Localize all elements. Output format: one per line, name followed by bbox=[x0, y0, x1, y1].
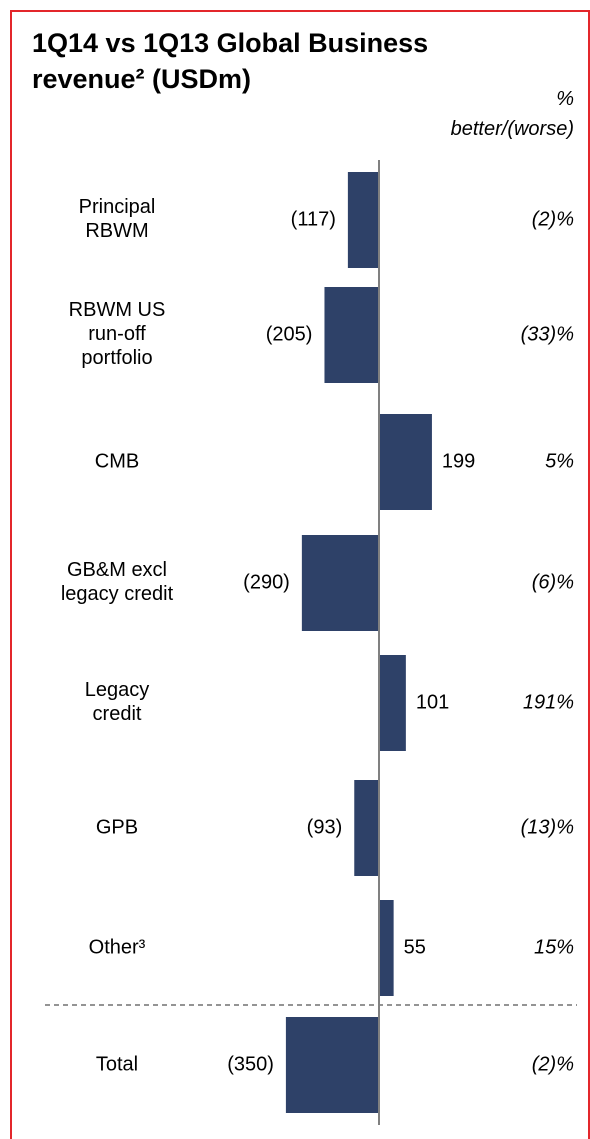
value-label: (205) bbox=[266, 323, 313, 345]
change-label: (13)% bbox=[521, 816, 574, 838]
change-label: 191% bbox=[523, 691, 574, 713]
value-label: 199 bbox=[442, 450, 475, 472]
value-label: (350) bbox=[227, 1053, 274, 1075]
category-label: RBWM US run-off portfolio bbox=[69, 299, 166, 369]
value-label: (117) bbox=[291, 208, 336, 230]
category-label: Other³ bbox=[89, 936, 146, 958]
category-label: Legacy credit bbox=[85, 679, 150, 725]
change-label: 5% bbox=[545, 450, 574, 472]
change-label: 15% bbox=[534, 936, 574, 958]
category-label: Principal RBWM bbox=[79, 196, 156, 242]
bar bbox=[379, 900, 394, 996]
category-label: GB&M excl legacy credit bbox=[61, 559, 174, 605]
value-label: (290) bbox=[243, 571, 290, 593]
change-label: (6)% bbox=[532, 571, 574, 593]
change-label: (33)% bbox=[521, 323, 574, 345]
category-label: CMB bbox=[95, 450, 139, 472]
bar bbox=[285, 1017, 379, 1113]
bar bbox=[379, 414, 432, 510]
change-label: (2)% bbox=[532, 208, 574, 230]
bar bbox=[301, 535, 379, 631]
chart-title: 1Q14 vs 1Q13 Global Business revenue² (US… bbox=[32, 28, 428, 94]
bar bbox=[379, 655, 406, 751]
frame bbox=[10, 10, 590, 1139]
category-label: GPB bbox=[96, 816, 138, 838]
value-label: 101 bbox=[416, 691, 449, 713]
bar bbox=[354, 780, 379, 876]
column-header: % better/(worse) bbox=[451, 88, 574, 140]
change-label: (2)% bbox=[532, 1053, 574, 1075]
category-label: Total bbox=[96, 1053, 138, 1075]
bar bbox=[347, 172, 379, 268]
bar bbox=[324, 287, 379, 383]
value-label: (93) bbox=[307, 816, 343, 838]
value-label: 55 bbox=[404, 936, 426, 958]
